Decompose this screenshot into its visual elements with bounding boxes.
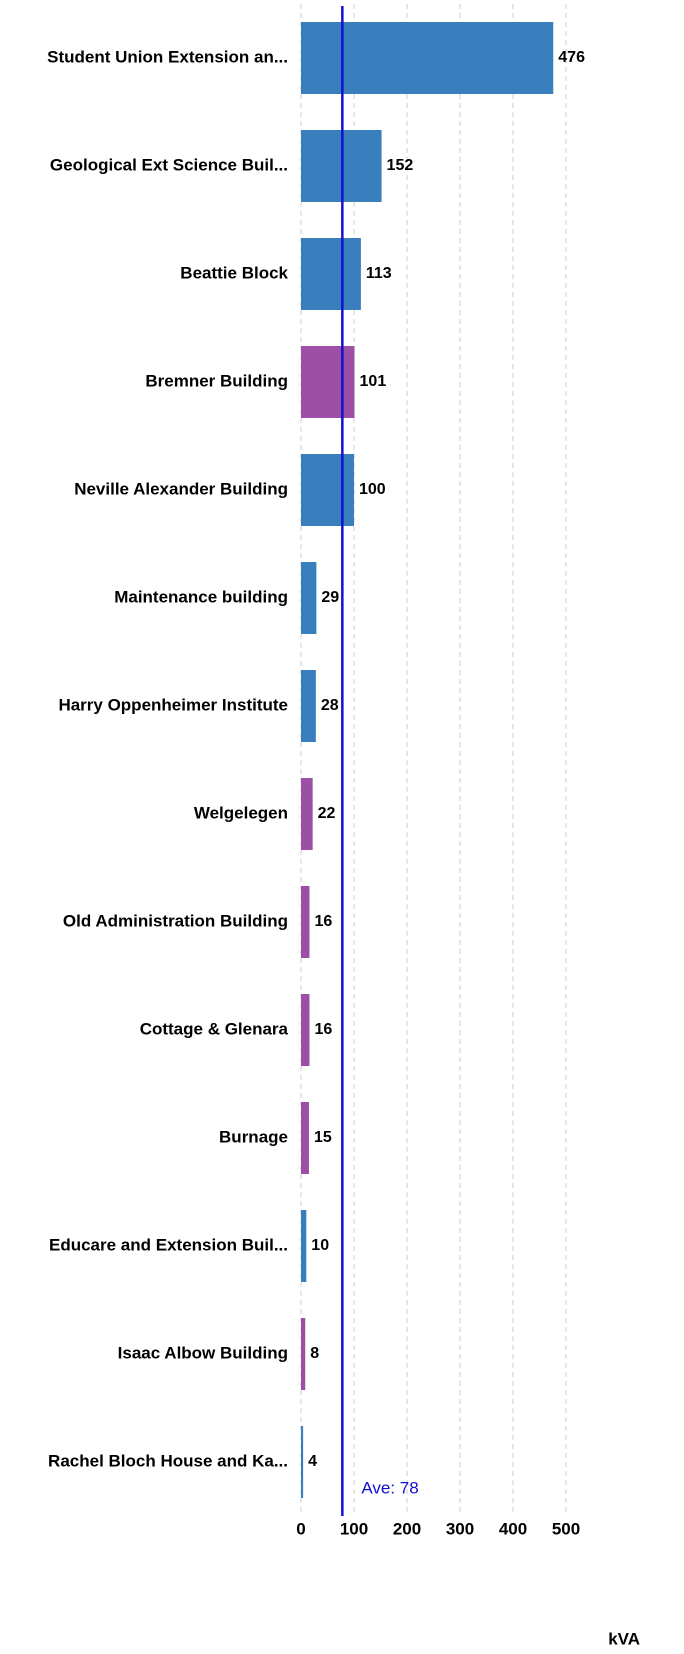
data-label: 22 <box>318 805 336 822</box>
y-tick-label: Maintenance building <box>114 587 288 606</box>
bar <box>301 238 361 310</box>
y-tick-label: Geological Ext Science Buil... <box>50 155 288 174</box>
x-axis-label: kVA <box>608 1629 640 1648</box>
bar <box>301 562 317 634</box>
bar <box>301 1210 307 1282</box>
y-tick-label: Cottage & Glenara <box>140 1019 289 1038</box>
y-tick-label: Bremner Building <box>145 371 288 390</box>
bar <box>301 1102 309 1174</box>
data-label: 16 <box>314 1021 332 1038</box>
data-label: 4 <box>308 1453 317 1470</box>
bar <box>301 778 313 850</box>
data-label: 152 <box>387 157 414 174</box>
y-tick-label: Isaac Albow Building <box>118 1343 288 1362</box>
bar <box>301 1318 306 1390</box>
data-label: 113 <box>366 265 392 282</box>
data-label: 100 <box>359 481 386 498</box>
y-tick-label: Old Administration Building <box>63 911 288 930</box>
x-tick-label: 0 <box>296 1519 305 1538</box>
bar <box>301 994 310 1066</box>
bar <box>301 346 355 418</box>
y-tick-label: Burnage <box>219 1127 288 1146</box>
x-tick-label: 200 <box>393 1519 421 1538</box>
data-label: 16 <box>314 913 332 930</box>
x-tick-label: 100 <box>340 1519 368 1538</box>
y-tick-label: Welgelegen <box>194 803 288 822</box>
y-tick-label: Student Union Extension an... <box>47 47 288 66</box>
y-tick-label: Rachel Bloch House and Ka... <box>48 1451 288 1470</box>
bar <box>301 1426 304 1498</box>
y-tick-label: Beattie Block <box>180 263 288 282</box>
bar <box>301 22 554 94</box>
data-label: 101 <box>360 373 387 390</box>
bar <box>301 670 316 742</box>
data-label: 10 <box>311 1237 329 1254</box>
x-tick-label: 500 <box>552 1519 580 1538</box>
x-tick-label: 300 <box>446 1519 474 1538</box>
x-tick-label: 400 <box>499 1519 527 1538</box>
y-tick-label: Harry Oppenheimer Institute <box>58 695 288 714</box>
average-label: Ave: 78 <box>361 1478 418 1497</box>
y-tick-label: Neville Alexander Building <box>74 479 288 498</box>
bar <box>301 886 310 958</box>
y-tick-label: Educare and Extension Buil... <box>49 1235 288 1254</box>
bar <box>301 454 354 526</box>
data-label: 8 <box>310 1345 319 1362</box>
data-label: 29 <box>321 589 339 606</box>
data-label: 15 <box>314 1129 332 1146</box>
data-label: 476 <box>558 49 585 66</box>
data-label: 28 <box>321 697 339 714</box>
